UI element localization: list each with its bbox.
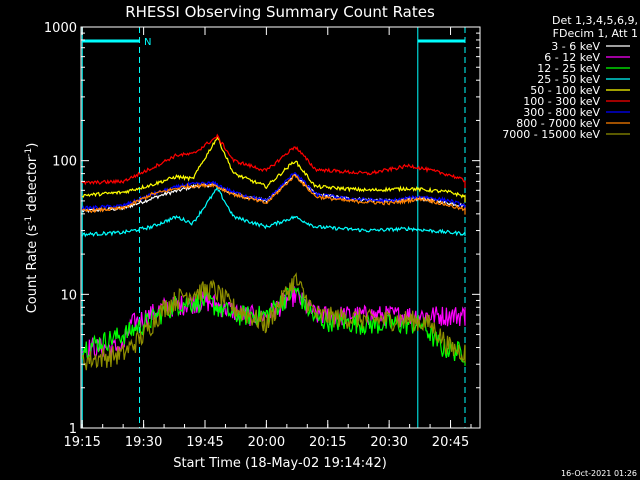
- series-line: [81, 184, 466, 238]
- legend-entry-label: 800 - 7000 keV: [516, 117, 600, 130]
- chart-title: RHESSI Observing Summary Count Rates: [125, 3, 435, 21]
- legend-entry-label: 300 - 800 keV: [523, 106, 600, 119]
- x-tick-label: 19:45: [186, 435, 223, 450]
- x-tick-label: 20:30: [370, 435, 407, 450]
- legend: Det 1,3,4,5,6,9, FDecim 1, Att 1 3 - 6 k…: [502, 14, 638, 141]
- x-tick-label: 20:00: [248, 435, 285, 450]
- legend-entry-label: 3 - 6 keV: [551, 40, 600, 53]
- timestamp: 16-Oct-2021 01:26: [561, 469, 637, 478]
- legend-header-1: Det 1,3,4,5,6,9,: [552, 14, 638, 27]
- series-line: [81, 171, 466, 212]
- legend-entry-label: 7000 - 15000 keV: [502, 128, 600, 141]
- series-group: [81, 133, 466, 371]
- x-tick-label: 20:45: [432, 435, 469, 450]
- legend-entry-label: 12 - 25 keV: [537, 62, 600, 75]
- annotation-letter: N: [144, 37, 151, 48]
- legend-entry-label: 100 - 300 keV: [523, 95, 600, 108]
- series-line: [81, 174, 466, 215]
- plot-frame: [80, 26, 481, 429]
- x-tick-label: 19:30: [125, 435, 162, 450]
- y-axis-label: Count Rate (s-1 detector-1): [24, 143, 40, 314]
- y-tick-label: 1000: [44, 21, 77, 36]
- y-tick-label: 1: [69, 422, 77, 437]
- y-tick-label: 100: [52, 155, 77, 170]
- x-tick-label: 20:15: [309, 435, 346, 450]
- legend-header-2: FDecim 1, Att 1: [553, 27, 638, 40]
- series-line: [81, 284, 466, 366]
- series-line: [81, 133, 466, 189]
- legend-entry-label: 6 - 12 keV: [544, 51, 600, 64]
- x-tick-label: 19:15: [63, 435, 100, 450]
- legend-entry-label: 50 - 100 keV: [530, 84, 600, 97]
- y-tick-label: 10: [60, 288, 77, 303]
- axes: 19:15 19:30 19:45 20:00 20:15 20:30 20:45 1 10 10…: [44, 21, 480, 450]
- x-axis-label: Start Time (18-May-02 19:14:42): [173, 456, 387, 471]
- series-line: [81, 136, 466, 203]
- series-line: [81, 272, 466, 371]
- legend-entry-label: 25 - 50 keV: [537, 73, 600, 86]
